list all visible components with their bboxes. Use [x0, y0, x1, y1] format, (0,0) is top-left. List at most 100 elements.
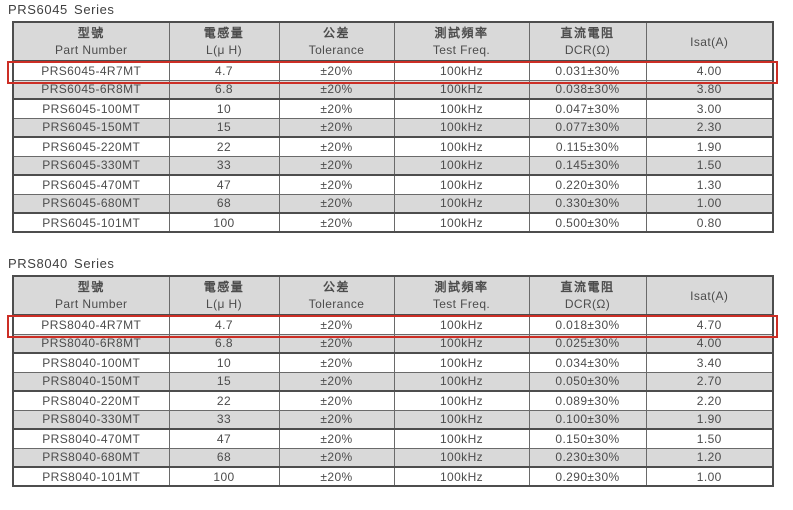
table-cell: 22: [168, 390, 280, 411]
table-row: PRS8040-4R7MT 4.7 ±20% 100kHz 0.018±30% 4.70: [12, 314, 774, 335]
header-test-freq-en: Test Freq.: [432, 297, 491, 311]
table-row: PRS8040-100MT 10 ±20% 100kHz 0.034±30% 3.40: [12, 352, 774, 373]
table-cell: 100kHz: [393, 79, 530, 100]
table-cell: 1.00: [645, 193, 774, 214]
table-cell: 4.7: [168, 60, 280, 81]
header-dcr: 直流電阻 DCR(Ω): [528, 275, 647, 316]
header-part-number-en: Part Number: [55, 297, 128, 311]
table-cell: 100kHz: [393, 193, 530, 214]
table-cell: 100kHz: [393, 60, 530, 81]
table-cell: 10: [168, 352, 280, 373]
header-tolerance-zh: 公差: [322, 280, 350, 294]
table-cell: 0.80: [645, 212, 774, 232]
table-cell: 4.7: [168, 314, 280, 335]
table-cell: 33: [168, 409, 280, 430]
table-cell: 0.034±30%: [528, 352, 647, 373]
table-cell: ±20%: [278, 447, 395, 468]
header-part-number: 型號 Part Number: [12, 275, 170, 316]
header-row: 型號 Part Number 電感量 L(μ H) 公差 Tolerance 測…: [12, 21, 774, 62]
table-cell: 6.8: [168, 79, 280, 100]
table-row: PRS8040-680MT 68 ±20% 100kHz 0.230±30% 1.20: [12, 447, 774, 468]
table-cell: 1.90: [645, 409, 774, 430]
table-cell: PRS8040-470MT: [12, 428, 170, 449]
header-part-number: 型號 Part Number: [12, 21, 170, 62]
table-cell: 0.050±30%: [528, 371, 647, 392]
table-cell: 1.50: [645, 428, 774, 449]
table-cell: PRS8040-220MT: [12, 390, 170, 411]
header-part-number-en: Part Number: [55, 43, 128, 57]
table-cell: PRS8040-101MT: [12, 466, 170, 486]
table-cell: 68: [168, 193, 280, 214]
table-row: PRS8040-150MT 15 ±20% 100kHz 0.050±30% 2.70: [12, 371, 774, 392]
table-cell: PRS6045-150MT: [12, 117, 170, 138]
table-row: PRS6045-680MT 68 ±20% 100kHz 0.330±30% 1.00: [12, 193, 774, 214]
header-inductance-en: L(μ H): [206, 297, 242, 311]
table-cell: PRS8040-4R7MT: [12, 314, 170, 335]
table-cell: 1.00: [645, 466, 774, 486]
table-cell: ±20%: [278, 60, 395, 81]
table-cell: 4.00: [645, 333, 774, 354]
table-cell: 100: [168, 212, 280, 232]
table-cell: ±20%: [278, 79, 395, 100]
table-cell: 22: [168, 136, 280, 157]
header-dcr-en: DCR(Ω): [564, 43, 611, 57]
header-inductance: 電感量 L(μ H): [168, 21, 280, 62]
table-cell: 0.230±30%: [528, 447, 647, 468]
series-title: PRS6045 Series: [8, 2, 115, 17]
table-cell: 68: [168, 447, 280, 468]
table-cell: 0.145±30%: [528, 155, 647, 176]
table-cell: ±20%: [278, 193, 395, 214]
table-cell: 100kHz: [393, 212, 530, 232]
header-dcr: 直流電阻 DCR(Ω): [528, 21, 647, 62]
header-inductance-en: L(μ H): [206, 43, 242, 57]
header-test-freq-zh: 測試頻率: [434, 26, 489, 40]
table-cell: 100kHz: [393, 447, 530, 468]
table-row: PRS6045-220MT 22 ±20% 100kHz 0.115±30% 1.90: [12, 136, 774, 157]
table-cell: 1.30: [645, 174, 774, 195]
table-cell: 2.30: [645, 117, 774, 138]
table-cell: 0.100±30%: [528, 409, 647, 430]
table-cell: 15: [168, 117, 280, 138]
table-cell: 6.8: [168, 333, 280, 354]
table-cell: PRS8040-150MT: [12, 371, 170, 392]
table-cell: 100kHz: [393, 466, 530, 486]
table-cell: 2.70: [645, 371, 774, 392]
table-cell: 100kHz: [393, 428, 530, 449]
table-cell: 100kHz: [393, 390, 530, 411]
table-cell: ±20%: [278, 409, 395, 430]
table-cell: 3.80: [645, 79, 774, 100]
table-row: PRS6045-101MT 100 ±20% 100kHz 0.500±30% 0.80: [12, 212, 774, 232]
table-cell: 3.00: [645, 98, 774, 119]
table-cell: PRS6045-100MT: [12, 98, 170, 119]
spec-table: 型號 Part Number 電感量 L(μ H) 公差 Tolerance 測…: [12, 21, 774, 233]
table-cell: 0.047±30%: [528, 98, 647, 119]
table-cell: 0.089±30%: [528, 390, 647, 411]
table-cell: ±20%: [278, 155, 395, 176]
table-cell: 0.077±30%: [528, 117, 647, 138]
table-cell: 0.018±30%: [528, 314, 647, 335]
table-cell: PRS6045-220MT: [12, 136, 170, 157]
header-isat-label: Isat(A): [690, 288, 729, 303]
table-cell: 0.220±30%: [528, 174, 647, 195]
header-isat: Isat(A): [645, 21, 774, 62]
table-cell: ±20%: [278, 428, 395, 449]
table-cell: 4.70: [645, 314, 774, 335]
header-test-freq: 測試頻率 Test Freq.: [393, 275, 530, 316]
table-cell: 0.330±30%: [528, 193, 647, 214]
table-cell: PRS6045-4R7MT: [12, 60, 170, 81]
table-cell: 100kHz: [393, 352, 530, 373]
table-cell: 100kHz: [393, 174, 530, 195]
header-test-freq-zh: 測試頻率: [434, 280, 489, 294]
table-cell: 47: [168, 428, 280, 449]
table-cell: ±20%: [278, 352, 395, 373]
table-cell: 100: [168, 466, 280, 486]
header-isat: Isat(A): [645, 275, 774, 316]
header-tolerance: 公差 Tolerance: [278, 275, 395, 316]
header-part-number-zh: 型號: [77, 280, 105, 294]
table-cell: PRS8040-330MT: [12, 409, 170, 430]
table-cell: 1.90: [645, 136, 774, 157]
table-cell: 100kHz: [393, 333, 530, 354]
table-row: PRS8040-330MT 33 ±20% 100kHz 0.100±30% 1.90: [12, 409, 774, 430]
table-cell: 100kHz: [393, 117, 530, 138]
table-row: PRS6045-6R8MT 6.8 ±20% 100kHz 0.038±30% 3.80: [12, 79, 774, 100]
